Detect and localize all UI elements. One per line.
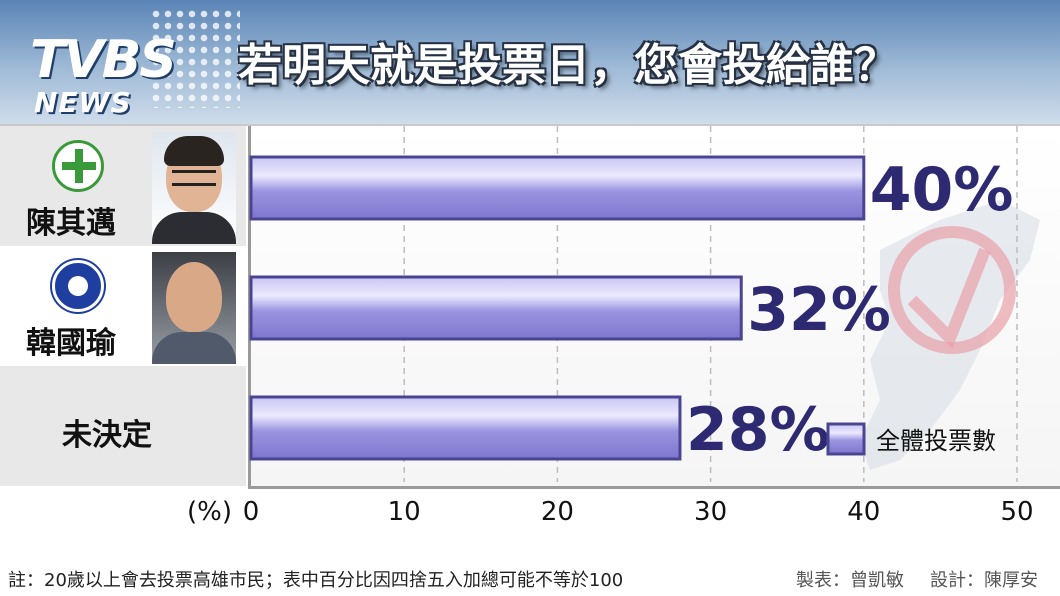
header-banner: TVBS NEWS 若明天就是投票日，您會投給誰？: [0, 0, 1060, 124]
candidate-name-1: 陳其邁: [26, 206, 116, 241]
candidate-photo-1: [152, 132, 236, 244]
dpp-emblem-icon: [52, 140, 104, 192]
x-axis-label: (%): [187, 497, 232, 527]
credit-maker: 製表：曾凱敏: [796, 570, 904, 591]
x-tick-label: 20: [541, 497, 574, 527]
candidate-name-2: 韓國瑜: [26, 326, 116, 361]
bar-2: [249, 275, 743, 341]
legend-swatch: [826, 422, 866, 456]
tvbs-logo: TVBS NEWS: [30, 30, 230, 120]
row-bg-3: [0, 366, 246, 486]
chart-title: 若明天就是投票日，您會投給誰？: [238, 40, 898, 91]
footnote: 註：20歲以上會去投票高雄市民；表中百分比因四捨五入加總可能不等於100: [8, 570, 624, 591]
value-label-2: 32%: [747, 275, 891, 345]
candidate-name-3: 未決定: [62, 418, 152, 453]
legend: 全體投票數: [826, 422, 996, 456]
x-tick-label: 40: [847, 497, 880, 527]
legend-label: 全體投票數: [876, 427, 996, 455]
candidate-photo-2: [152, 252, 236, 364]
bar-3: [249, 395, 682, 461]
vote-check-icon: [888, 226, 1016, 354]
value-label-1: 40%: [870, 155, 1014, 225]
credit-designer: 設計：陳厚安: [930, 570, 1038, 591]
dot-pattern: [150, 8, 240, 108]
x-tick-label: 10: [388, 497, 421, 527]
bar-1: [249, 155, 866, 221]
value-label-3: 28%: [686, 395, 830, 465]
x-tick-label: 50: [1000, 497, 1033, 527]
logo-sub: NEWS: [34, 86, 132, 119]
kmt-emblem-icon: [52, 260, 104, 312]
taiwan-map-decoration: [860, 200, 1040, 470]
logo-main: TVBS: [30, 30, 177, 90]
x-tick-label: 30: [694, 497, 727, 527]
x-tick-label: 0: [243, 497, 260, 527]
